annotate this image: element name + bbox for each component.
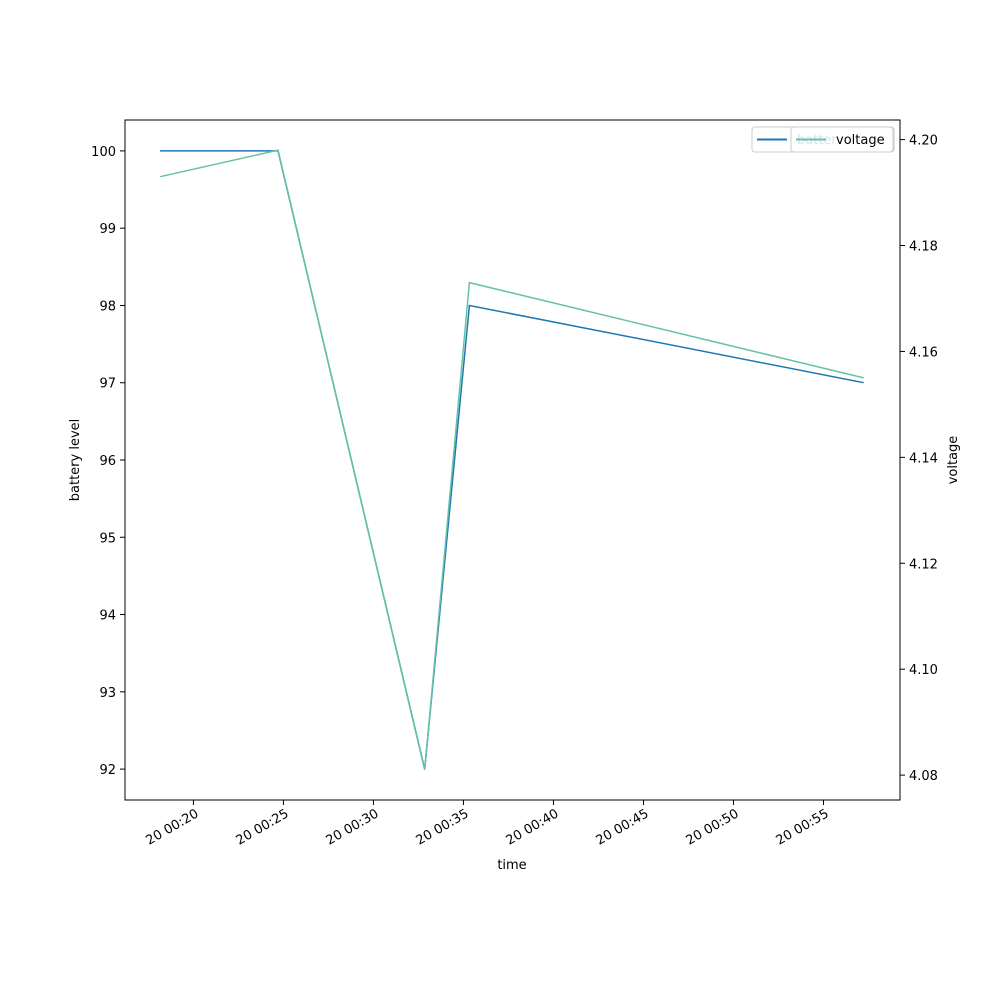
y-left-tick-label: 100 xyxy=(91,145,116,160)
x-tick-label: 20 00:30 xyxy=(324,806,382,848)
y-right-tick-label: 4.10 xyxy=(909,663,938,678)
y-left-tick-label: 95 xyxy=(99,531,116,546)
y-left-tick-label: 99 xyxy=(99,222,116,237)
legend-voltage-label: voltage xyxy=(836,133,885,148)
y-right-tick-label: 4.16 xyxy=(909,345,938,360)
x-tick-label: 20 00:45 xyxy=(594,806,652,848)
y-right-tick-label: 4.12 xyxy=(909,557,938,572)
x-tick-label: 20 00:40 xyxy=(504,806,562,848)
y-left-tick-label: 94 xyxy=(99,609,116,624)
x-tick-label: 20 00:55 xyxy=(774,806,832,848)
x-tick-label: 20 00:50 xyxy=(684,806,742,848)
y-axis-right-title: voltage xyxy=(946,436,961,485)
y-right-tick-label: 4.08 xyxy=(909,769,938,784)
plot-background xyxy=(125,120,900,800)
y-axis-left-title: battery level xyxy=(68,419,83,502)
series-lines xyxy=(159,149,864,770)
x-axis: 20 00:20 20 00:25 20 00:30 20 00:35 20 00:40… xyxy=(144,800,832,849)
y-left-tick-label: 97 xyxy=(99,377,116,392)
y-left-tick-label: 93 xyxy=(99,686,116,701)
y-left-tick-label: 98 xyxy=(99,299,116,314)
x-tick-label: 20 00:20 xyxy=(144,806,202,848)
y-right-tick-label: 4.20 xyxy=(909,134,938,149)
y-right-tick-label: 4.14 xyxy=(909,451,938,466)
x-tick-label: 20 00:35 xyxy=(414,806,472,848)
y-right-tick-label: 4.18 xyxy=(909,240,938,255)
x-axis-title: time xyxy=(497,858,526,873)
y-left-tick-label: 96 xyxy=(99,454,116,469)
y-axis-left: 92 93 94 95 96 97 98 99 100 xyxy=(91,145,125,778)
x-tick-label: 20 00:25 xyxy=(234,806,292,848)
y-axis-right: 4.08 4.10 4.12 4.14 4.16 4.18 4.20 xyxy=(900,134,938,784)
legend-voltage-box xyxy=(790,126,894,153)
y-left-tick-label: 92 xyxy=(99,763,116,778)
legend-voltage: voltage xyxy=(790,126,894,153)
